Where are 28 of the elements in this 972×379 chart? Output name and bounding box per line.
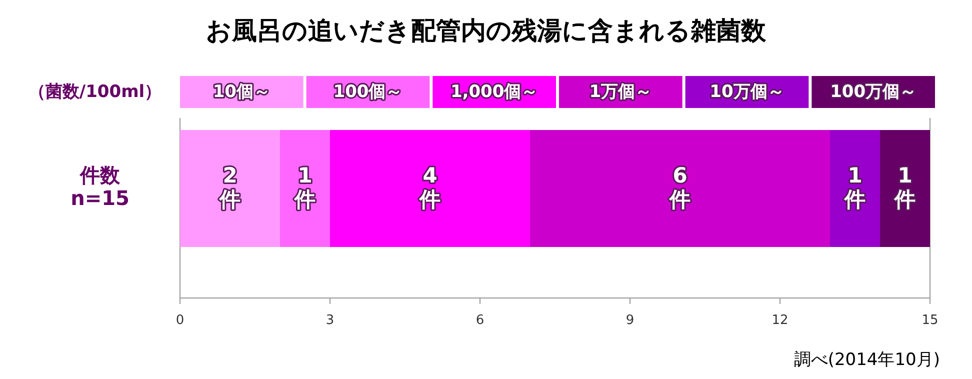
data-label: 6 件 <box>668 163 690 212</box>
series-label: 100万個～ <box>830 82 917 102</box>
series-label: 1,000個～ <box>450 82 538 102</box>
bar <box>830 130 880 247</box>
text: 調べ(2014年10月) <box>794 350 940 370</box>
series-label: 1万個～ <box>589 82 652 102</box>
data-label: 2 件 <box>218 163 240 212</box>
x-tick-label: 9 <box>626 312 634 328</box>
bar <box>330 130 530 247</box>
x-tick-label: 6 <box>476 312 484 328</box>
x-tick-label: 0 <box>176 312 184 328</box>
series-label: 100個～ <box>333 82 403 102</box>
data-label: 1 件 <box>894 163 916 212</box>
data-label: 1 件 <box>844 163 866 212</box>
x-tick-label: 3 <box>326 312 334 328</box>
bar <box>180 130 280 247</box>
data-label: 1 件 <box>294 163 316 212</box>
bar <box>280 130 330 247</box>
y-tick-label: 件数 n=15 <box>70 163 130 210</box>
data-label: 4 件 <box>418 163 440 212</box>
bar <box>530 130 830 247</box>
x-tick-label: 15 <box>922 312 938 328</box>
legend-title: （菌数/100ml） <box>28 82 162 102</box>
chart-title: お風呂の追いだき配管内の残湯に含まれる雑菌数 <box>206 16 767 45</box>
x-tick-label: 12 <box>772 312 788 328</box>
text: 10万個～ <box>710 82 784 102</box>
series-label: 10個～ <box>212 82 271 102</box>
bar <box>880 130 930 247</box>
